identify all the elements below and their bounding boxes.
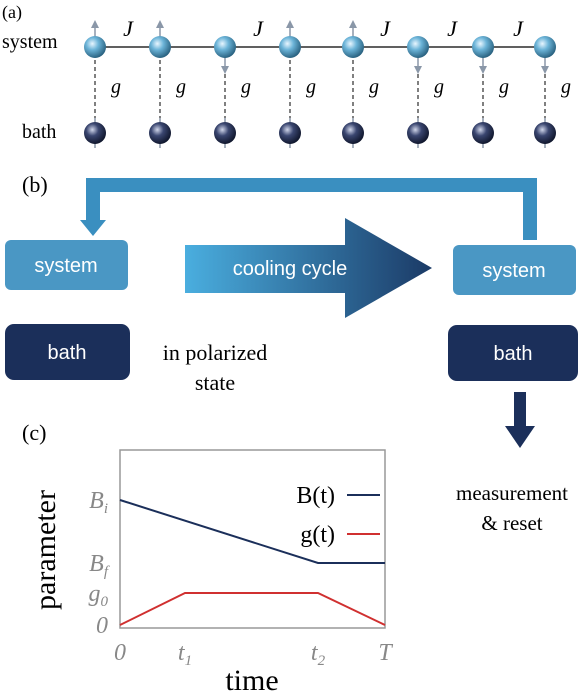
spin-head bbox=[349, 20, 357, 28]
tick-label: Bf bbox=[89, 551, 110, 580]
coupling-g: g bbox=[369, 76, 379, 98]
coupling-g: g bbox=[434, 76, 444, 98]
panel-a: (a) system bath g g g g g g g g J J J J J bbox=[2, 2, 571, 148]
bath-spin bbox=[472, 122, 494, 144]
x-axis-label: time bbox=[225, 664, 278, 697]
tick-sub: i bbox=[104, 501, 108, 517]
legend-label: g(t) bbox=[300, 522, 335, 548]
tick-label: T bbox=[378, 640, 393, 666]
tick-sub: 0 bbox=[101, 594, 109, 610]
system-spin bbox=[472, 36, 494, 58]
bath-spin bbox=[149, 122, 171, 144]
coupling-g: g bbox=[176, 76, 186, 98]
panel-label: (b) bbox=[22, 172, 48, 197]
spin-head bbox=[414, 66, 422, 74]
spin-head bbox=[221, 66, 229, 74]
outcome: measurement bbox=[456, 481, 568, 505]
system-spin bbox=[342, 36, 364, 58]
tick-label: Bi bbox=[89, 488, 108, 517]
system-spin bbox=[214, 36, 236, 58]
tick-label: g0 bbox=[89, 581, 109, 610]
arrow-head bbox=[80, 220, 106, 236]
coupling-g: g bbox=[306, 76, 316, 98]
panel-label: (a) bbox=[2, 2, 22, 23]
tick-label: t2 bbox=[311, 640, 326, 669]
tick-text: 0 bbox=[96, 613, 108, 639]
coupling-g: g bbox=[241, 76, 251, 98]
system-spin bbox=[84, 36, 106, 58]
system-spin bbox=[534, 36, 556, 58]
coupling-j: J bbox=[253, 16, 264, 41]
outcome: & reset bbox=[481, 511, 542, 535]
coupling-j: J bbox=[380, 16, 391, 41]
y-axis-label: parameter bbox=[29, 490, 62, 610]
system-spin bbox=[149, 36, 171, 58]
coupling-g: g bbox=[111, 76, 121, 98]
tick-sub: f bbox=[104, 564, 110, 580]
spin-head bbox=[541, 66, 549, 74]
tick-text: 0 bbox=[114, 640, 126, 666]
system-text: system bbox=[482, 260, 545, 282]
bath-spin bbox=[84, 122, 106, 144]
note: state bbox=[195, 370, 235, 395]
coupling-j: J bbox=[123, 16, 134, 41]
system-text: system bbox=[34, 255, 97, 277]
coupling-g: g bbox=[499, 76, 509, 98]
bath-spin bbox=[342, 122, 364, 144]
coupling-g: g bbox=[561, 76, 571, 98]
feedback-arrow bbox=[93, 185, 530, 240]
g-curve bbox=[120, 593, 385, 625]
tick-label: t1 bbox=[178, 640, 192, 669]
panel-label: (c) bbox=[22, 420, 46, 445]
bath-spin bbox=[407, 122, 429, 144]
spin-head bbox=[479, 66, 487, 74]
tick-text: B bbox=[89, 551, 104, 577]
bath-spin bbox=[534, 122, 556, 144]
tick-text: T bbox=[378, 640, 393, 666]
b-curve bbox=[120, 500, 385, 563]
bath-spin bbox=[279, 122, 301, 144]
coupling-j: J bbox=[447, 16, 458, 41]
tick-text: g bbox=[89, 581, 101, 607]
bath-text: bath bbox=[48, 342, 87, 364]
figure: (a) system bath g g g g g g g g J J J J J (b) system… bbox=[0, 0, 584, 699]
panel-b: (b) system bath in polarized state cooli… bbox=[5, 172, 578, 535]
system-spin bbox=[407, 36, 429, 58]
spin-head bbox=[91, 20, 99, 28]
legend-label: B(t) bbox=[296, 483, 335, 509]
tick-text: B bbox=[89, 488, 104, 514]
coupling-j: J bbox=[513, 16, 524, 41]
bath-spin bbox=[214, 122, 236, 144]
down-arrow bbox=[514, 392, 526, 428]
tick-label: 0 bbox=[114, 640, 126, 666]
system-spin bbox=[279, 36, 301, 58]
plot-frame bbox=[120, 450, 385, 628]
tick-label: 0 bbox=[96, 613, 108, 639]
system-label: system bbox=[2, 31, 58, 53]
spin-head bbox=[286, 20, 294, 28]
arrow-head bbox=[505, 426, 535, 448]
spin-head bbox=[156, 20, 164, 28]
tick-sub: 2 bbox=[318, 653, 326, 669]
note: in polarized bbox=[163, 340, 267, 365]
bath-label: bath bbox=[22, 121, 56, 143]
tick-sub: 1 bbox=[185, 653, 193, 669]
cycle-text: cooling cycle bbox=[233, 258, 348, 280]
bath-text: bath bbox=[494, 343, 533, 365]
